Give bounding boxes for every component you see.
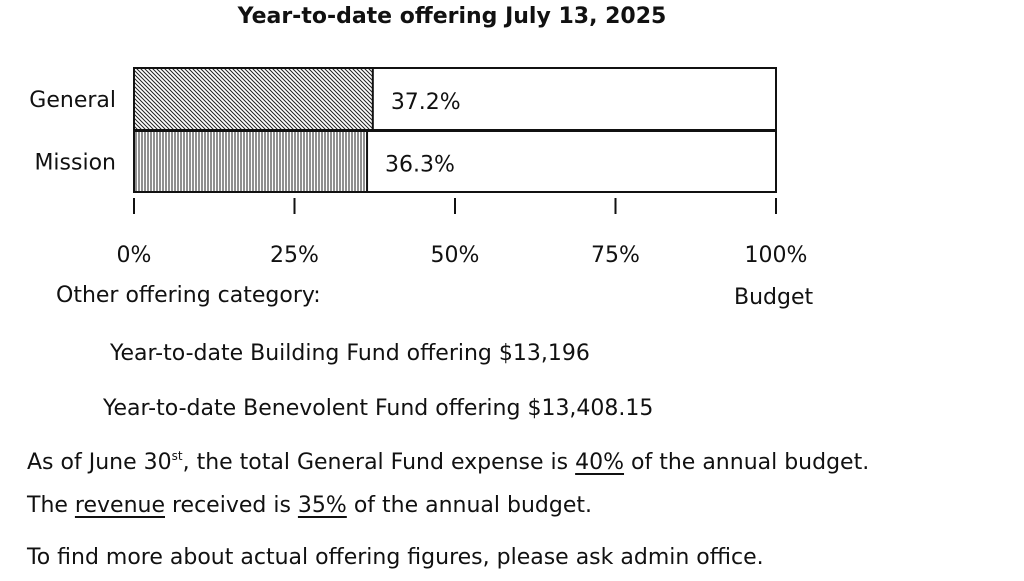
budget-axis-label: Budget — [734, 285, 814, 310]
expense-note-suffix: of the annual budget. — [624, 450, 870, 475]
x-tick-label: 50% — [431, 243, 480, 268]
category-label-mission: Mission — [34, 151, 116, 176]
revenue-percentage: 35% — [297, 493, 347, 518]
revenue-note-middle: received is — [165, 493, 298, 518]
revenue-note-prefix: The — [27, 493, 75, 518]
benevolent-fund-line: Year-to-date Benevolent Fund offering $1… — [103, 396, 654, 421]
x-tick-label: 100% — [745, 243, 808, 268]
building-fund-line: Year-to-date Building Fund offering $13,… — [110, 341, 590, 366]
x-tick-label: 25% — [270, 243, 319, 268]
contact-note: To find more about actual offering figur… — [27, 545, 764, 570]
x-tick-label: 0% — [117, 243, 152, 268]
bar-general — [133, 67, 374, 131]
chart-title: Year-to-date offering July 13, 2025 — [237, 4, 667, 29]
expense-note-middle: , the total General Fund expense is — [182, 450, 576, 475]
category-label-general: General — [29, 88, 116, 113]
expense-note-prefix: As of June 30 — [27, 450, 172, 475]
value-label-general: 37.2% — [391, 90, 461, 115]
value-label-mission: 36.3% — [385, 153, 455, 178]
bar-mission — [133, 130, 369, 193]
offering-bar-chart: General 37.2% Mission 36.3% 0% 25% 50% 75% 100% — [29, 67, 808, 268]
expense-note: As of June 30st, the total General Fund … — [27, 450, 869, 475]
other-category-heading: Other offering category: — [56, 283, 321, 308]
revenue-word: revenue — [74, 493, 165, 518]
expense-percentage: 40% — [575, 450, 625, 475]
revenue-note-suffix: of the annual budget. — [346, 493, 593, 518]
x-tick-label: 75% — [591, 243, 640, 268]
date-ordinal-suffix: st — [171, 449, 183, 463]
revenue-note: The revenue received is 35% of the annua… — [27, 493, 592, 518]
